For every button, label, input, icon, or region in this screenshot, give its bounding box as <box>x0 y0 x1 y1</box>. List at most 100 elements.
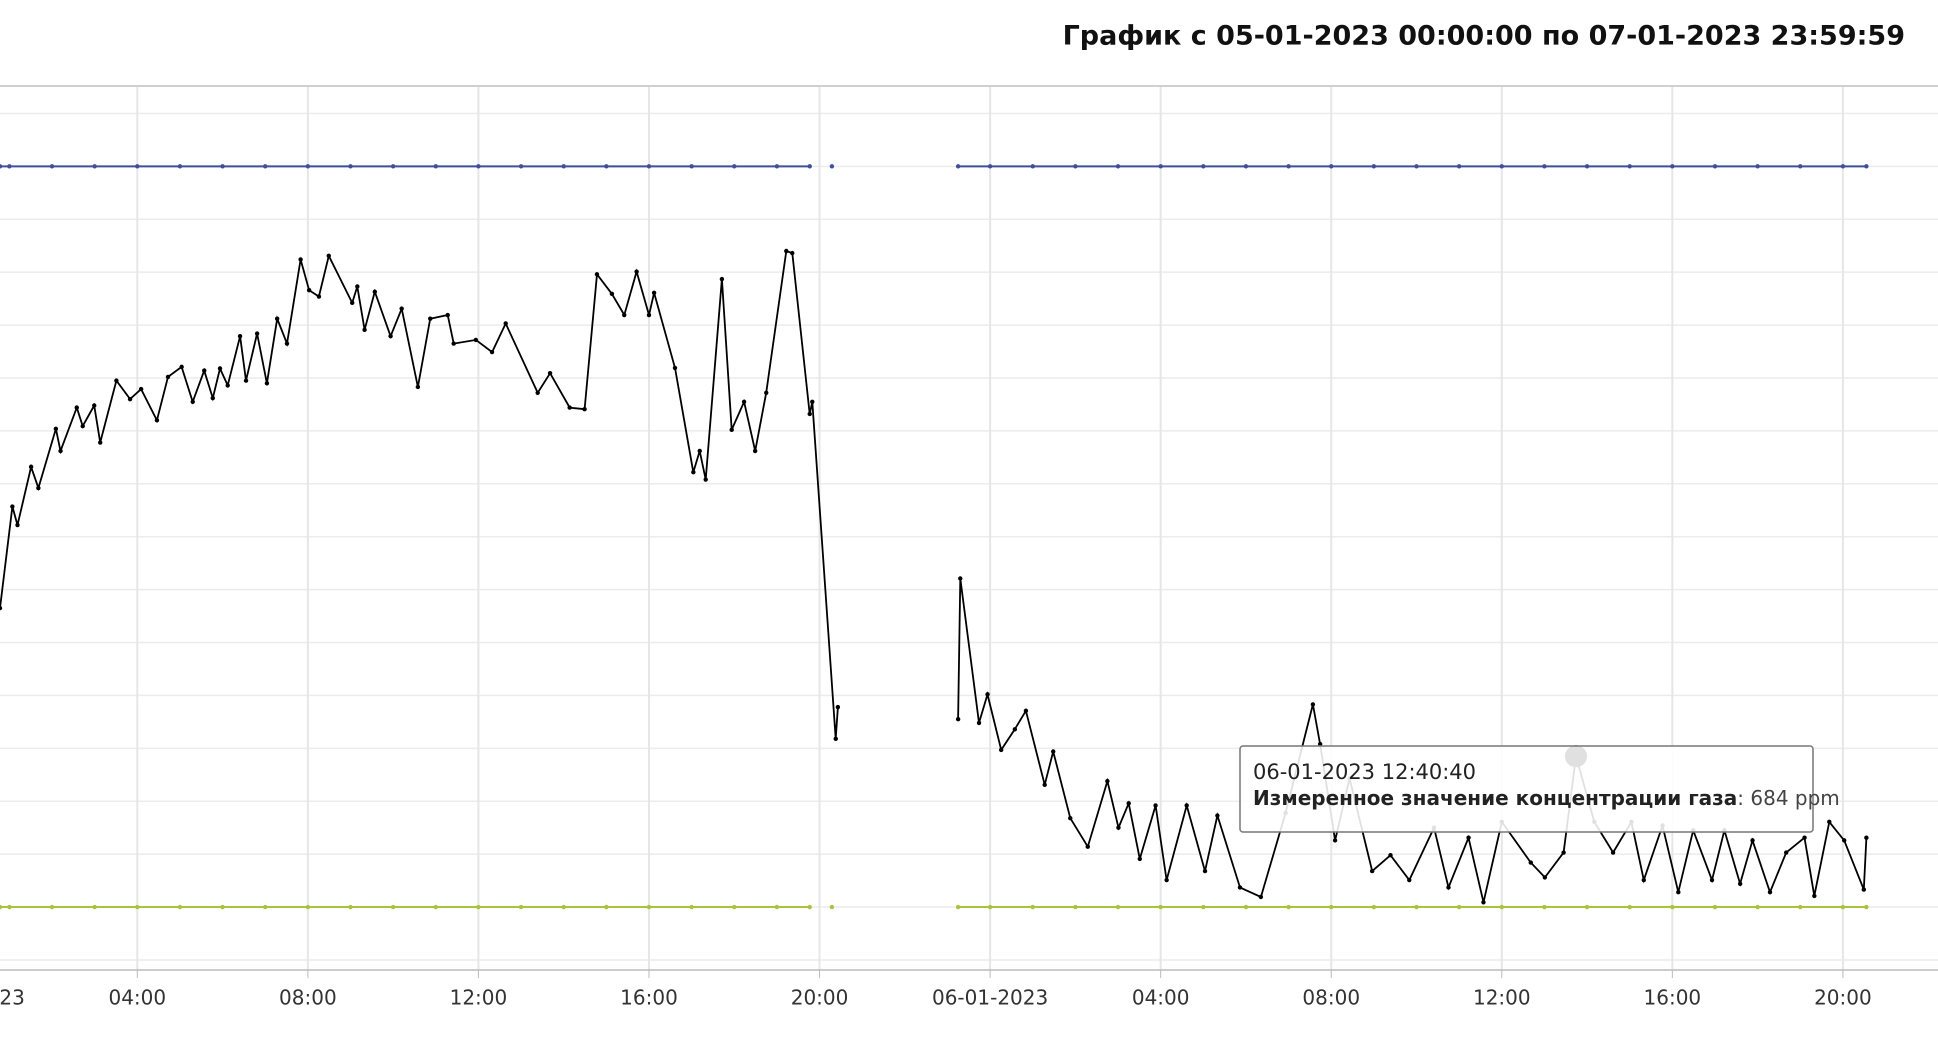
data-point <box>1184 803 1189 808</box>
data-point <box>263 904 268 910</box>
data-point <box>10 504 15 509</box>
data-point <box>561 904 566 910</box>
data-point <box>535 390 540 395</box>
data-point <box>1030 904 1035 910</box>
data-point <box>784 248 789 254</box>
data-point <box>114 378 119 383</box>
data-point <box>807 904 812 910</box>
data-point <box>1116 825 1121 830</box>
data-point <box>807 164 812 169</box>
x-ticks: 05-01-2023 04:00 08:00 12:00 16:00 20:00 06-01… <box>0 970 1872 1010</box>
data-point <box>399 306 404 311</box>
data-point <box>1627 164 1632 169</box>
data-point <box>1215 813 1220 818</box>
data-point <box>1861 887 1867 892</box>
data-point <box>582 406 587 412</box>
data-point <box>274 316 280 321</box>
tooltip-title: 06-01-2023 12:40:40 <box>1253 760 1476 784</box>
data-point <box>1812 893 1817 899</box>
data-point <box>955 717 961 722</box>
data-point <box>503 321 508 326</box>
data-point <box>1158 904 1163 910</box>
data-point <box>154 418 160 423</box>
data-point <box>1864 904 1869 910</box>
data-point <box>672 365 678 371</box>
data-point <box>1542 875 1548 880</box>
data-point <box>774 904 780 910</box>
data-point <box>476 164 481 169</box>
data-point <box>634 269 639 274</box>
data-point <box>1371 904 1377 910</box>
data-point <box>0 164 3 169</box>
series-line <box>0 249 1868 903</box>
data-point <box>1864 164 1869 169</box>
data-point <box>1840 904 1846 910</box>
data-point <box>445 312 450 318</box>
x-tick-label: 12:00 <box>450 986 508 1010</box>
data-point <box>1712 904 1718 910</box>
data-point <box>1258 894 1264 900</box>
data-point <box>987 164 993 169</box>
data-point <box>1676 890 1681 895</box>
data-point <box>810 399 815 404</box>
data-point <box>697 448 702 454</box>
data-point <box>1542 164 1547 169</box>
data-point <box>179 364 184 370</box>
data-point <box>1073 164 1078 169</box>
data-point <box>372 289 378 294</box>
data-point <box>1802 835 1807 840</box>
data-point <box>719 276 725 282</box>
tooltip-value: : 684 ppm <box>1737 786 1840 810</box>
data-point <box>829 904 835 910</box>
data-point <box>92 904 97 910</box>
data-point <box>1042 782 1047 788</box>
data-point <box>651 290 657 296</box>
data-point <box>1085 844 1090 849</box>
data-point <box>646 164 652 169</box>
data-point <box>518 164 524 169</box>
data-point <box>1414 164 1419 169</box>
data-point <box>237 333 243 339</box>
data-point <box>807 411 812 417</box>
data-point <box>306 287 312 293</box>
header <box>0 0 1938 86</box>
data-point <box>1115 164 1121 169</box>
data-point <box>433 164 438 169</box>
data-point <box>217 366 223 371</box>
data-point <box>415 384 421 390</box>
data-point <box>1712 164 1718 169</box>
data-point <box>833 736 838 742</box>
data-point <box>1446 885 1451 890</box>
data-point <box>604 164 609 169</box>
data-point <box>1864 835 1869 840</box>
data-point <box>732 164 737 169</box>
x-tick-label: 04:00 <box>108 986 166 1010</box>
data-point <box>298 257 303 262</box>
data-point <box>1243 904 1249 910</box>
data-point <box>1332 838 1338 843</box>
data-point <box>1051 749 1056 754</box>
data-point <box>1158 164 1163 169</box>
data-point <box>604 904 609 910</box>
data-point <box>1670 904 1675 910</box>
data-point <box>202 368 207 373</box>
x-tick-label: 08:00 <box>1302 986 1360 1010</box>
data-point <box>622 312 627 318</box>
data-point <box>53 426 59 431</box>
data-point <box>177 164 183 169</box>
data-point <box>15 522 20 528</box>
plot-area <box>0 164 1869 910</box>
data-point <box>80 423 85 429</box>
data-point <box>1709 877 1715 883</box>
data-point <box>1542 904 1547 910</box>
data-point <box>1329 904 1334 910</box>
data-point <box>729 427 734 433</box>
data-point <box>1310 702 1316 707</box>
data-point <box>92 403 97 408</box>
data-point <box>1584 164 1590 169</box>
data-point <box>7 904 12 910</box>
data-point <box>348 904 353 910</box>
x-tick-label: 16:00 <box>1644 986 1702 1010</box>
data-point <box>594 272 600 277</box>
